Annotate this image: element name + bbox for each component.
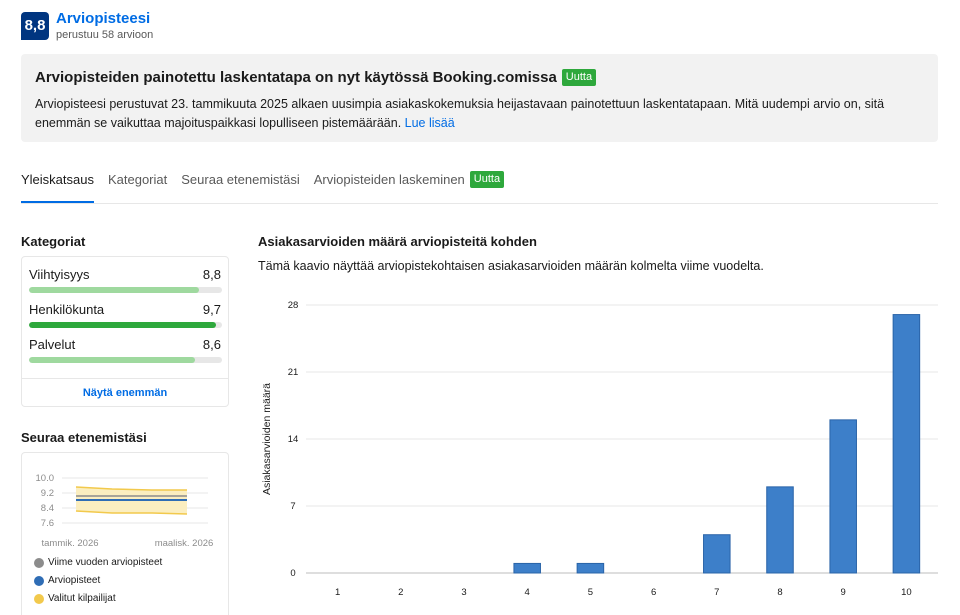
tab-categories[interactable]: Kategoriat: [108, 166, 167, 203]
category-bar: [29, 322, 222, 328]
bar: [892, 314, 921, 574]
category-item: Henkilökunta 9,7: [29, 302, 222, 337]
categories-heading: Kategoriat: [21, 234, 86, 249]
tab-label: Kategoriat: [107, 172, 168, 187]
mini-chart-legend: Viime vuoden arviopisteet Arviopisteet V…: [34, 557, 162, 611]
score-badge: 8,8: [21, 11, 49, 40]
category-name: Viihtyisyys: [29, 267, 90, 282]
x-tick-label: 7: [714, 587, 719, 598]
x-tick-label: 3: [461, 587, 466, 598]
mini-x-tick: maalisk. 2026: [155, 538, 214, 549]
bar: [829, 419, 857, 574]
bar: [703, 534, 731, 574]
y-tick-label: 14: [288, 434, 299, 445]
mini-x-tick: tammik. 2026: [41, 538, 98, 549]
legend-dot: [34, 576, 44, 586]
category-bar-fill: [29, 287, 199, 293]
competitor-line-bottom: [75, 510, 188, 515]
y-tick-label: 28: [288, 300, 299, 311]
follow-progress-card[interactable]: 10.0 9.2 8.4 7.6 tammik. 2026 maalisk. 2…: [21, 452, 229, 615]
legend-label: Valitut kilpailijat: [48, 593, 116, 604]
read-more-link[interactable]: Lue lisää: [404, 116, 455, 130]
tab-label: Arviopisteiden laskeminen: [313, 172, 465, 187]
x-tick-label: 2: [398, 587, 403, 598]
x-tick-label: 10: [901, 587, 912, 598]
category-bar: [29, 357, 222, 363]
category-score: 8,8: [202, 267, 221, 282]
legend-item: Viime vuoden arviopisteet: [34, 557, 162, 569]
bar: [766, 486, 794, 574]
notice-banner: Arviopisteiden painotettu laskentatapa o…: [21, 54, 938, 142]
category-bar: [29, 287, 222, 293]
categories-card: Viihtyisyys 8,8 Henkilökunta 9,7 Palvelu…: [21, 256, 229, 407]
notice-body-text: Arviopisteesi perustuvat 23. tammikuuta …: [35, 97, 885, 130]
follow-progress-heading: Seuraa etenemistäsi: [21, 430, 147, 445]
category-name: Henkilökunta: [29, 302, 105, 317]
category-score: 9,7: [202, 302, 221, 317]
legend-dot: [34, 558, 44, 568]
chart-title: Asiakasarvioiden määrä arviopisteitä koh…: [258, 234, 537, 249]
x-tick-label: 8: [777, 587, 782, 598]
category-item: Viihtyisyys 8,8: [29, 267, 222, 302]
progress-mini-chart: 10.0 9.2 8.4 7.6 tammik. 2026 maalisk. 2…: [36, 473, 214, 549]
tab-label: Yleiskatsaus: [21, 172, 94, 187]
reviews-bar-chart: 0 7 14 21 28 1 2 3 4 5 6 7 8 9 10 Asiakasarvioiden määr…: [261, 300, 938, 598]
notice-new-badge: Uutta: [561, 69, 597, 86]
competitor-line-top: [75, 486, 187, 491]
y-tick-label: 21: [288, 367, 299, 378]
tab-new-badge: Uutta: [469, 171, 505, 188]
tab-bar: Yleiskatsaus Kategoriat Seuraa etenemist…: [21, 166, 938, 204]
notice-body: Arviopisteesi perustuvat 23. tammikuuta …: [35, 95, 924, 133]
x-tick-label: 6: [651, 587, 656, 598]
tab-label: Seuraa etenemistäsi: [181, 172, 300, 187]
score-header: 8,8 Arviopisteesi perustuu 58 arvioon: [21, 10, 153, 41]
x-tick-label: 4: [525, 587, 530, 598]
bar: [513, 562, 541, 574]
category-score: 8,6: [202, 337, 221, 352]
notice-title: Arviopisteiden painotettu laskentatapa o…: [35, 69, 924, 86]
mini-y-tick: 8.4: [41, 503, 54, 514]
legend-dot: [34, 594, 44, 604]
x-tick-label: 1: [335, 587, 340, 598]
tab-score-calculation[interactable]: Arviopisteiden laskeminen Uutta: [313, 166, 505, 203]
tab-follow-progress[interactable]: Seuraa etenemistäsi: [181, 166, 300, 203]
category-item: Palvelut 8,6: [29, 337, 222, 372]
legend-label: Arviopisteet: [48, 575, 101, 586]
mini-y-tick: 7.6: [41, 518, 54, 529]
y-tick-label: 0: [290, 568, 295, 579]
legend-label: Viime vuoden arviopisteet: [48, 557, 163, 568]
x-tick-label: 5: [588, 587, 593, 598]
mini-y-tick: 10.0: [36, 473, 55, 484]
category-bar-fill: [29, 322, 217, 328]
legend-item: Valitut kilpailijat: [34, 593, 162, 605]
legend-item: Arviopisteet: [34, 575, 162, 587]
bar: [576, 562, 605, 574]
notice-title-text: Arviopisteiden painotettu laskentatapa o…: [35, 69, 557, 86]
tab-overview[interactable]: Yleiskatsaus: [21, 166, 94, 203]
show-more-button[interactable]: Näytä enemmän: [22, 378, 228, 408]
y-tick-label: 7: [290, 501, 295, 512]
header-title[interactable]: Arviopisteesi: [56, 10, 151, 27]
chart-subtitle: Tämä kaavio näyttää arviopistekohtaisen …: [258, 259, 764, 273]
header-subtitle: perustuu 58 arvioon: [56, 29, 154, 41]
mini-y-tick: 9.2: [41, 488, 54, 499]
y-axis-label: Asiakasarvioiden määrä: [261, 383, 273, 495]
x-tick-label: 9: [841, 587, 846, 598]
category-bar-fill: [29, 357, 195, 363]
category-name: Palvelut: [29, 337, 76, 352]
